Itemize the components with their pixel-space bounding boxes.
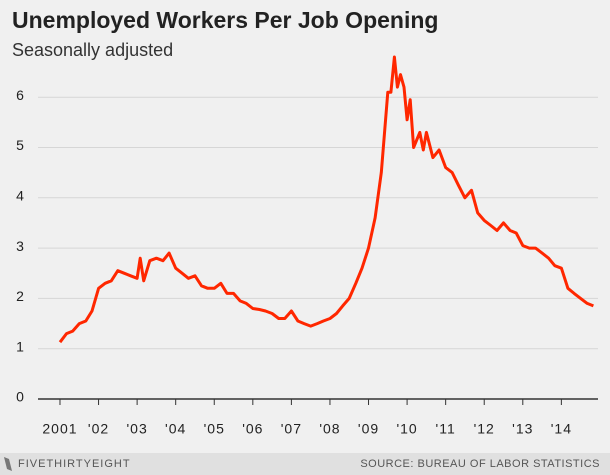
y-tick-label: 3 <box>16 238 24 254</box>
x-tick-label: '14 <box>551 421 572 437</box>
y-tick-label: 0 <box>16 389 24 405</box>
data-line <box>58 55 594 344</box>
x-tick-label: '12 <box>474 421 495 437</box>
x-tick-label: '09 <box>358 421 379 437</box>
y-tick-label: 6 <box>16 87 24 103</box>
x-tick-label: '06 <box>242 421 263 437</box>
y-tick-label: 1 <box>16 338 24 354</box>
x-tick-label: '08 <box>319 421 340 437</box>
footer-bar <box>0 453 610 475</box>
source: SOURCE: BUREAU OF LABOR STATISTICS <box>360 458 600 470</box>
y-tick-label: 4 <box>16 188 24 204</box>
x-tick-label: 2001 <box>42 421 77 437</box>
brand: FIVETHIRTYEIGHT <box>18 458 131 470</box>
x-tick-label: '13 <box>512 421 533 437</box>
x-tick-label: '04 <box>165 421 186 437</box>
x-tick-label: '02 <box>88 421 109 437</box>
chart-title: Unemployed Workers Per Job Opening <box>12 7 438 33</box>
x-tick-label: '05 <box>204 421 225 437</box>
x-tick-label: '11 <box>436 421 456 437</box>
chart-subtitle: Seasonally adjusted <box>12 40 173 60</box>
x-tick-label: '03 <box>126 421 147 437</box>
brand-logo <box>4 457 12 471</box>
y-tick-label: 5 <box>16 137 24 153</box>
x-tick-label: '10 <box>396 421 417 437</box>
x-tick-label: '07 <box>281 421 302 437</box>
y-tick-label: 2 <box>16 288 24 304</box>
